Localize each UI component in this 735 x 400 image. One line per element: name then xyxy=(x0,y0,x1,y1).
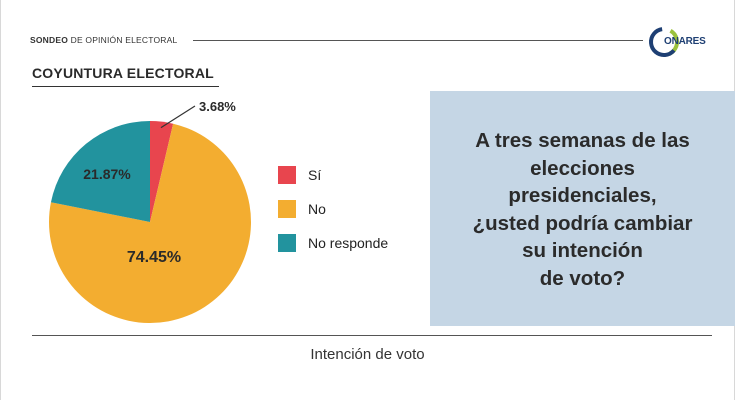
data-label-2: 74.45% xyxy=(127,249,181,266)
survey-question: A tres semanas de las elecciones preside… xyxy=(472,129,693,290)
legend-label: No responde xyxy=(308,235,389,251)
header-title: SONDEO DE OPINIÓN ELECTORAL xyxy=(30,35,177,45)
leader-line-1 xyxy=(160,105,196,129)
header-title-bold: SONDEO xyxy=(30,35,69,45)
header-divider xyxy=(193,40,643,41)
legend-swatch xyxy=(278,234,296,252)
legend-label: No xyxy=(308,201,326,217)
legend-item-3: No responde xyxy=(278,234,388,268)
legend-label: Sí xyxy=(308,167,322,183)
logo-text: ONARES xyxy=(664,36,706,47)
pie-chart: 3.68% 74.45% 21.87% xyxy=(49,99,252,323)
chart-legend: Sí No No responde xyxy=(278,166,388,268)
legend-swatch xyxy=(278,200,296,218)
pie-slice-no-responde xyxy=(50,121,150,222)
footer-label: Intención de voto xyxy=(310,346,425,363)
left-border xyxy=(0,0,1,400)
question-box: A tres semanas de las elecciones preside… xyxy=(430,91,735,326)
data-label-1: 3.68% xyxy=(199,99,236,114)
logo-ring-green xyxy=(649,27,679,57)
footer-divider xyxy=(32,335,712,336)
legend-swatch xyxy=(278,166,296,184)
pie-slice-si xyxy=(150,121,174,222)
section-underline xyxy=(32,86,219,87)
section-title: COYUNTURA ELECTORAL xyxy=(32,65,214,81)
logo-ring-blue xyxy=(649,27,679,57)
conares-logo xyxy=(649,27,679,57)
legend-item-2: No xyxy=(278,200,388,234)
data-label-3: 21.87% xyxy=(83,166,131,182)
pie-slice-no xyxy=(49,123,252,323)
legend-item-1: Sí xyxy=(278,166,388,200)
header-title-rest: DE OPINIÓN ELECTORAL xyxy=(68,35,178,45)
